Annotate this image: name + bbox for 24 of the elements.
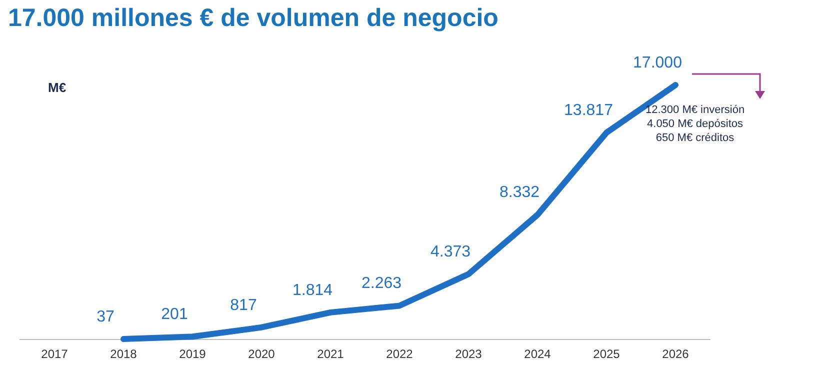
x-tick-label: 2017: [41, 347, 68, 362]
x-tick-label: 2023: [455, 347, 482, 362]
annotation: 650 M€ créditos: [654, 130, 736, 145]
x-tick-label: 2026: [662, 347, 690, 362]
data-label: 8.332: [499, 184, 540, 202]
data-label: 1.814: [292, 282, 333, 299]
data-label: 17.000: [633, 54, 682, 72]
x-tick-label: 2021: [317, 347, 344, 362]
data-label: 201: [161, 306, 188, 323]
x-tick-label: 2025: [593, 347, 620, 362]
data-label: 13.817: [564, 102, 614, 120]
annotation: 12.300 M€ inversión: [646, 102, 745, 117]
chart-title: 17.000 millones € de volumen de negocio: [8, 4, 498, 33]
x-tick-label: 2019: [179, 347, 206, 362]
data-label: 817: [230, 296, 257, 314]
data-label: 37: [96, 308, 114, 326]
x-tick-label: 2018: [110, 347, 138, 362]
data-label: 4.373: [430, 244, 471, 261]
x-tick-label: 2024: [524, 347, 552, 362]
x-tick-label: 2020: [248, 347, 276, 362]
x-tick-label: 2022: [386, 347, 414, 362]
annotation: M€: [48, 80, 66, 95]
data-label: 2.263: [361, 275, 402, 292]
annotation: 4.050 M€ depósitos: [646, 116, 744, 131]
